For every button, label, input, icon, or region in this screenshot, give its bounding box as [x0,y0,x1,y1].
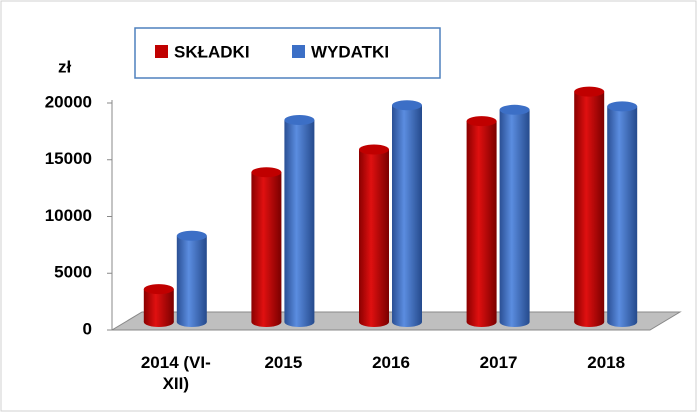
bar-top [284,115,315,126]
bar-body [284,120,315,323]
y-tick-label: 10000 [45,206,92,225]
bar [574,86,605,327]
bar [251,167,282,327]
bar [359,144,389,327]
bar-base [392,317,422,327]
y-tick-label: 15000 [45,149,92,168]
bar [392,100,422,327]
bar-top [359,144,389,155]
bar-body [607,106,638,322]
bar-body [499,109,530,322]
x-tick-label: 2018 [587,353,626,372]
bar-base [284,317,315,327]
bar-top [607,101,638,112]
bar-base [143,317,174,327]
legend-swatch [292,45,305,58]
bar-body [574,91,605,323]
bar-body [466,121,497,322]
bar [607,101,638,327]
bar [143,284,174,327]
legend [134,27,441,79]
bar [466,116,497,327]
bar-top [251,167,282,178]
x-tick-label: 2014 (VI-XII) [140,353,211,393]
bar-body [176,235,207,322]
x-tick-label: 2016 [372,353,410,372]
y-tick-label: 5000 [54,263,92,282]
bar [499,104,530,327]
x-tick-label: 2015 [264,353,303,372]
bar-base [574,317,605,327]
legend-label: WYDATKI [311,42,389,61]
bar-top [574,86,605,97]
bar-base [607,317,638,327]
y-tick-label: 0 [83,319,92,338]
bar-body [143,289,174,322]
bar-base [499,317,530,327]
bar-top [392,100,422,111]
bar [176,230,207,327]
bar-top [499,104,530,115]
bar [284,115,315,327]
bar-base [359,317,389,327]
bar-body [251,172,282,322]
bar-base [176,317,207,327]
x-tick-label: 2017 [479,353,518,372]
bar-base [251,317,282,327]
bar-base [466,317,497,327]
bar-top [466,116,497,127]
bar-top [143,284,174,295]
bar-top [176,230,207,241]
y-tick-label: 20000 [45,92,92,111]
y-axis-label: zł [58,57,72,76]
legend-swatch [155,45,168,58]
bar-body [359,149,389,322]
legend-label: SKŁADKI [174,42,250,61]
bar-body [392,105,422,323]
